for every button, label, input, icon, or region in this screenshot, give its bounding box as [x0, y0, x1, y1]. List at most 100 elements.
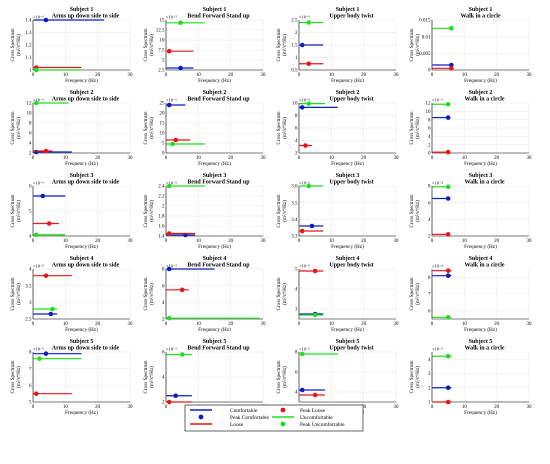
subject5-walk-in-a-circle-ytick-label: 2 — [428, 386, 431, 391]
subject4-walk-in-a-circle-peak-uncomfortable-marker — [445, 315, 451, 320]
subject2-walk-in-a-circle-ytick-label: 6 — [428, 127, 431, 132]
subject3-walk-in-a-circle-xtick-label: 10 — [462, 239, 468, 244]
subject2-arms-up-down-side-to-side-exponent: ×10⁻⁶ — [33, 98, 44, 103]
subject2-walk-in-a-circle-title-subject: Subject 2 — [469, 90, 493, 96]
subject4-bend-forward-stand-up-exponent: ×10⁻⁵ — [166, 264, 177, 269]
subject1-bend-forward-stand-up-ytick-label: 15 — [160, 19, 166, 24]
subject1-upper-body-twist-ylabel-line1: Cross Spectrum — [276, 29, 282, 62]
subject5-bend-forward-stand-up-xtick-label: 0 — [165, 405, 168, 410]
subject2-bend-forward-stand-up-peak-loose-marker — [173, 137, 178, 143]
subject3-walk-in-a-circle-peak-loose-marker — [445, 232, 451, 237]
subject3-bend-forward-stand-up-ylabel-line2: (m²/s⁴/Hz) — [148, 200, 155, 222]
subject5-upper-body-twist-title-subject: Subject 5 — [336, 339, 360, 345]
subject1-arms-up-down-side-to-side-xtick-label: 20 — [95, 73, 101, 78]
subject1-upper-body-twist-xtick-label: 20 — [361, 73, 367, 78]
subject2-arms-up-down-side-to-side-ytick-label: 4 — [29, 142, 32, 147]
subject1-upper-body-twist-title-activity: Upper body twist — [329, 14, 373, 20]
subject5-upper-body-twist-ylabel-line1: Cross Spectrum — [276, 361, 282, 394]
subject1-upper-body-twist-ytick-label: 1.5 — [291, 44, 298, 49]
subject1-bend-forward-stand-up-xtick-label: 30 — [261, 73, 267, 78]
subject2-upper-body-twist-xtick-label: 20 — [361, 156, 367, 161]
subject5-upper-body-twist-xtick-label: 20 — [361, 405, 367, 410]
subject5-arms-up-down-side-to-side-peak-loose-marker — [33, 391, 39, 396]
subject3-walk-in-a-circle-xtick-label: 20 — [494, 239, 500, 244]
subject2-bend-forward-stand-up-ytick-label: 15 — [160, 122, 166, 127]
subject4-bend-forward-stand-up-title-activity: Bend Forward Stand up — [187, 263, 250, 269]
subject2-arms-up-down-side-to-side-xtick-label: 0 — [32, 156, 35, 161]
legend: Comfortable Peak Comfortable Loose Peak … — [184, 404, 364, 432]
subject3-bend-forward-stand-up-ytick-label: 1.8 — [158, 215, 165, 220]
subject3-walk-in-a-circle-ytick-label: 8 — [428, 185, 431, 190]
subject1-bend-forward-stand-up-ylabel-line1: Cross Spectrum — [143, 29, 149, 62]
subject3-bend-forward-stand-up-peak-loose-marker — [166, 231, 172, 236]
subject1-upper-body-twist-xtick-label: 0 — [298, 73, 301, 78]
subject1-bend-forward-stand-up-ylabel-line2: (m²/s⁴/Hz) — [148, 34, 155, 56]
subject2-upper-body-twist-xtick-label: 10 — [329, 156, 335, 161]
subject2-walk-in-a-circle-xtick-label: 20 — [494, 156, 500, 161]
subject1-bend-forward-stand-up-peak-uncomfortable-marker — [178, 20, 183, 26]
subject5-arms-up-down-side-to-side-ytick-label: 7 — [29, 367, 32, 372]
subject3-upper-body-twist-ytick-label: 3.6 — [291, 185, 298, 190]
subject5-bend-forward-stand-up-peak-loose-marker — [166, 399, 172, 405]
subject4-upper-body-twist-xtick-label: 10 — [329, 322, 335, 327]
subject5-walk-in-a-circle-title-subject: Subject 5 — [469, 339, 493, 345]
subject1-walk-in-a-circle-peak-uncomfortable-marker — [449, 26, 454, 31]
subject2-upper-body-twist-title-activity: Upper body twist — [329, 97, 373, 103]
subject5-walk-in-a-circle-title-activity: Walk in a circle — [464, 346, 504, 352]
subject2-upper-body-twist-ytick-label: 2 — [295, 152, 298, 157]
subject4-arms-up-down-side-to-side-title-activity: Arms up down side to side — [52, 263, 120, 269]
subject5-bend-forward-stand-up-ytick-label: 4 — [162, 376, 165, 381]
subject5-walk-in-a-circle-ytick-label: 4 — [428, 358, 431, 363]
subject1-walk-in-a-circle-peak-comfortable-marker — [449, 62, 454, 68]
subject5-walk-in-a-circle-xtick-label: 20 — [494, 405, 500, 410]
subject4-upper-body-twist-ylabel-line1: Cross Spectrum — [276, 278, 282, 311]
subject1-bend-forward-stand-up-peak-comfortable-marker — [178, 65, 183, 71]
subject3-arms-up-down-side-to-side-peak-comfortable-marker — [40, 193, 45, 199]
subject4-bend-forward-stand-up-ylabel-line2: (m²/s⁴/Hz) — [148, 283, 155, 305]
subject1-walk-in-a-circle-ylabel-line2: (m²/s⁴/Hz) — [414, 34, 421, 56]
subject4-walk-in-a-circle-ytick-label: 8 — [428, 276, 431, 281]
subject1-bend-forward-stand-up-title-subject: Subject 1 — [203, 7, 227, 13]
subject3-arms-up-down-side-to-side-title-activity: Arms up down side to side — [52, 180, 120, 186]
subject2-walk-in-a-circle-peak-uncomfortable-marker — [445, 101, 451, 107]
subject1-arms-up-down-side-to-side-peak-comfortable-marker — [43, 17, 49, 23]
subject2-bend-forward-stand-up-xtick-label: 0 — [165, 156, 168, 161]
subject2-upper-body-twist-exponent: ×10⁻⁶ — [299, 98, 310, 103]
subject4-upper-body-twist-ytick-label: 3 — [295, 308, 298, 313]
subject3-walk-in-a-circle-xlabel: Frequency (Hz) — [464, 243, 497, 250]
subject2-bend-forward-stand-up-ylabel-line1: Cross Spectrum — [143, 112, 149, 145]
subject4-upper-body-twist-xtick-label: 0 — [298, 322, 301, 327]
subject3-upper-body-twist-ytick-label: 3.5 — [291, 201, 298, 206]
subject4-arms-up-down-side-to-side-ylabel-line1: Cross Spectrum — [10, 278, 16, 311]
subject1-bend-forward-stand-up-xtick-label: 10 — [196, 73, 202, 78]
subject1-upper-body-twist-ytick-label: 1 — [295, 56, 298, 61]
subject1-upper-body-twist-exponent: ×10⁻⁶ — [299, 15, 310, 20]
subject2-bend-forward-stand-up-title-subject: Subject 2 — [203, 90, 227, 96]
subject4-arms-up-down-side-to-side-title-subject: Subject 4 — [70, 256, 94, 262]
subject5-upper-body-twist-peak-comfortable-marker — [299, 387, 305, 393]
subject3-walk-in-a-circle-xtick-label: 0 — [431, 239, 434, 244]
subject4-upper-body-twist-xlabel: Frequency (Hz) — [331, 326, 364, 333]
subject4-walk-in-a-circle-ytick-label: 6 — [428, 309, 431, 314]
subject3-walk-in-a-circle-ytick-label: 4 — [428, 218, 431, 223]
subject2-walk-in-a-circle-ytick-label: 2 — [428, 143, 431, 148]
subject3-arms-up-down-side-to-side-xtick-label: 0 — [32, 239, 35, 244]
subject4-walk-in-a-circle-title-subject: Subject 4 — [469, 256, 493, 262]
subject3-arms-up-down-side-to-side-peak-uncomfortable-marker — [33, 232, 39, 238]
subject2-bend-forward-stand-up-ytick-label: 20 — [160, 112, 166, 117]
subject4-upper-body-twist-title-subject: Subject 4 — [336, 256, 360, 262]
subject2-walk-in-a-circle-exponent: ×10⁻³ — [432, 98, 443, 103]
subject2-upper-body-twist-peak-comfortable-marker — [299, 105, 305, 110]
subject3-upper-body-twist-peak-uncomfortable-marker — [306, 183, 312, 189]
subject4-upper-body-twist-ylabel-line2: (m²/s⁴/Hz) — [281, 283, 288, 305]
subject4-bend-forward-stand-up-xtick-label: 20 — [228, 322, 234, 327]
subject3-upper-body-twist-xtick-label: 10 — [329, 239, 335, 244]
subject3-upper-body-twist-title-activity: Upper body twist — [329, 180, 373, 186]
subject2-upper-body-twist-ytick-label: 8 — [295, 114, 298, 119]
subject5-upper-body-twist-title-activity: Upper body twist — [329, 346, 373, 352]
subject5-arms-up-down-side-to-side-xlabel: Frequency (Hz) — [65, 409, 98, 416]
subject1-bend-forward-stand-up-panel: 0 10 20 30 2.5 5 7.5 10 12.5 15×10⁻⁵ Subject 1Bend… — [143, 7, 266, 84]
